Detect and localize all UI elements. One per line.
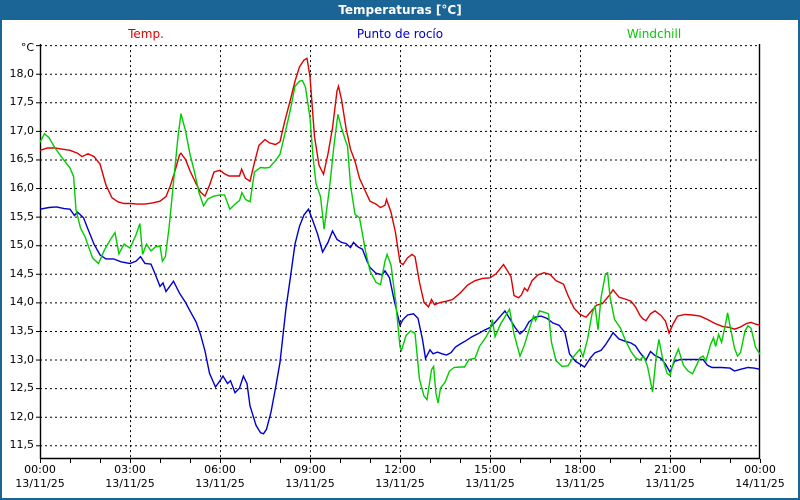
series-dewpoint-line <box>39 206 761 435</box>
y-axis-unit-label: °C <box>20 41 34 54</box>
legend-item-dewpoint: Punto de rocío <box>357 27 443 42</box>
y-tick-label: 13,5 <box>9 323 35 337</box>
y-tick-label: 14,5 <box>9 266 35 280</box>
y-tick-label: 15,0 <box>9 238 35 252</box>
x-tick-time-label: 21:00 <box>654 463 686 476</box>
chart-plot-area <box>36 44 761 463</box>
y-tick-label: 15,5 <box>9 209 35 223</box>
y-tick-label: 17,5 <box>9 95 35 109</box>
x-tick-date-label: 14/11/25 <box>735 477 785 490</box>
x-tick-date-label: 13/11/25 <box>555 477 605 490</box>
x-tick-time-label: 00:00 <box>24 463 56 476</box>
x-tick-date-label: 13/11/25 <box>105 477 155 490</box>
x-tick-time-label: 12:00 <box>384 463 416 476</box>
x-tick-date-label: 13/11/25 <box>465 477 515 490</box>
x-tick-date-label: 13/11/25 <box>375 477 425 490</box>
window-title-bar: Temperaturas [°C] <box>0 0 800 20</box>
legend-item-temp: Temp. <box>128 27 164 42</box>
x-tick-time-label: 03:00 <box>114 463 146 476</box>
y-tick-label: 12,0 <box>9 409 35 423</box>
x-tick-time-label: 06:00 <box>204 463 236 476</box>
x-tick-date-label: 13/11/25 <box>195 477 245 490</box>
legend-label-temp: Temp. <box>128 27 164 41</box>
x-tick-date-label: 13/11/25 <box>645 477 695 490</box>
legend-item-windchill: Windchill <box>627 27 681 42</box>
x-tick-time-label: 00:00 <box>744 463 776 476</box>
y-tick-label: 16,0 <box>9 181 35 195</box>
x-tick-time-label: 09:00 <box>294 463 326 476</box>
y-tick-label: 17,0 <box>9 123 35 137</box>
x-tick-time-label: 18:00 <box>564 463 596 476</box>
y-tick-label: 14,0 <box>9 295 35 309</box>
x-tick-date-label: 13/11/25 <box>15 477 65 490</box>
y-tick-label: 12,5 <box>9 381 35 395</box>
series-temp-line <box>39 57 761 336</box>
y-tick-label: 16,5 <box>9 152 35 166</box>
x-tick-date-label: 13/11/25 <box>285 477 335 490</box>
y-tick-label: 13,0 <box>9 352 35 366</box>
legend-label-windchill: Windchill <box>626 27 682 41</box>
x-tick-time-label: 15:00 <box>474 463 506 476</box>
legend-label-dewpoint: Punto de rocío <box>356 27 444 41</box>
window-title: Temperaturas [°C] <box>338 3 462 17</box>
y-tick-label: 11,5 <box>9 438 35 452</box>
series-windchill-line <box>39 79 761 404</box>
y-tick-label: 18,0 <box>9 66 35 80</box>
